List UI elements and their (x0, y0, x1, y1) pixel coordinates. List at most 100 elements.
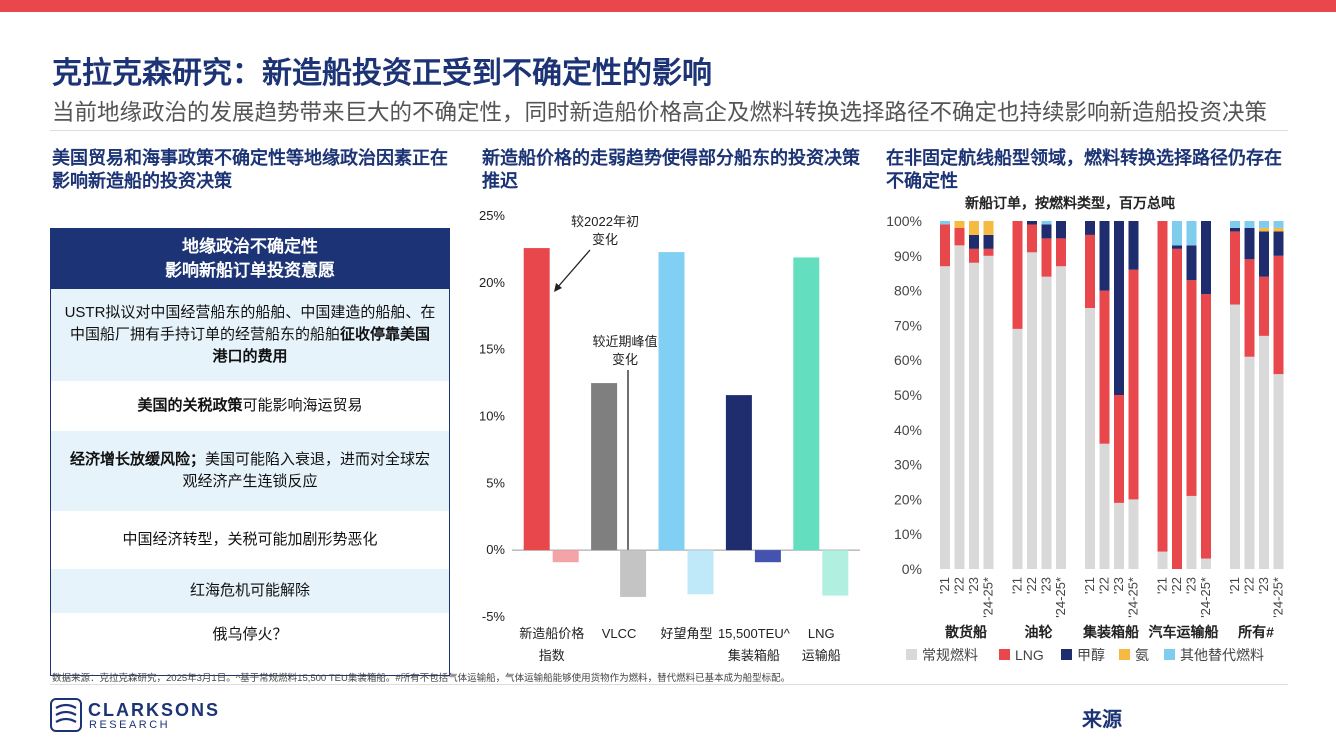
x-tick-label: '24-25* (1271, 577, 1286, 618)
bar-segment (1128, 269, 1139, 500)
x-tick-label: '21 (937, 577, 952, 594)
x-tick-line: LNG (808, 626, 835, 641)
bar-segment (1244, 259, 1255, 357)
annotation: 较近期峰值变化 (592, 334, 657, 367)
bar-segment (1085, 234, 1095, 308)
panel-title: 地缘政治不确定性 影响新船订单投资意愿 (51, 229, 449, 289)
x-tick-label: '22 (1169, 577, 1184, 594)
bar (591, 383, 618, 551)
row-segment: 美国的关税政策 (137, 397, 243, 414)
x-tick-label: '22 (952, 577, 967, 594)
x-tick-line: 运输船 (802, 648, 841, 663)
y-tick-label: 30% (894, 457, 922, 473)
panel-rows: USTR拟议对中国经营船东的船舶、中国建造的船舶、在中国船厂拥有手持订单的经营船… (51, 289, 449, 657)
bar-segment (1157, 221, 1168, 552)
group-label: 集装箱船 (1082, 624, 1139, 640)
x-tick-label: '23 (1039, 577, 1054, 594)
x-tick-label: 好望角型 (660, 626, 712, 641)
bar-segment (969, 221, 979, 235)
bar-segment (940, 224, 950, 267)
bar-segment (1128, 499, 1139, 569)
x-tick-label: '24-25* (1053, 577, 1068, 618)
bar-segment (1244, 356, 1255, 569)
row-segment: 俄乌停火？ (212, 626, 288, 643)
x-tick-line: 15,500TEU^ (718, 626, 791, 641)
legend-label: 常规燃料 (922, 647, 978, 663)
legend-swatch (1061, 649, 1072, 660)
row-text: USTR拟议对中国经营船东的船舶、中国建造的船舶、在中国船厂拥有手持订单的经营船… (63, 302, 437, 368)
row-text: 俄乌停火？ (212, 624, 287, 646)
bar-segment (1099, 443, 1110, 569)
panel-row: 中国经济转型，关税可能加剧形势恶化 (51, 511, 449, 569)
y-tick-label: 10% (479, 409, 505, 424)
bar-segment (1259, 276, 1269, 336)
x-tick-label: 新造船价格指数 (519, 626, 584, 663)
bar-segment (1230, 227, 1240, 232)
x-tick-label: '21 (1227, 577, 1242, 594)
x-tick-label: '23 (1111, 577, 1126, 594)
x-tick-label: '23 (1184, 577, 1199, 594)
bar (822, 550, 849, 596)
x-tick-label: '24-25* (981, 577, 996, 618)
x-tick-label: LNG 运输船 (802, 626, 841, 663)
annotation-line: 变化 (612, 352, 638, 367)
bar-segment (969, 234, 979, 249)
x-tick-label: '23 (966, 577, 981, 594)
bar-segment (1157, 551, 1168, 569)
bar-segment (1172, 245, 1182, 249)
bar (687, 550, 714, 595)
x-tick-label: 15,500TEU^ 集装箱船 (718, 626, 791, 663)
title: 克拉克森研究：新造船投资正受到不确定性的影响 (52, 57, 712, 90)
logo-name: CLARKSONS (88, 700, 221, 720)
source: 来源 (1082, 709, 1122, 731)
bar (552, 550, 579, 563)
y-tick-label: 0% (486, 542, 505, 557)
y-tick-label: 80% (894, 283, 922, 299)
legend-label: LNG (1015, 647, 1044, 663)
bar-segment (1172, 248, 1182, 569)
annotation: 较2022年初变化 (571, 214, 639, 247)
bar-segment (1027, 221, 1037, 225)
legend-swatch (1164, 649, 1175, 660)
column-heading: 在非固定航线船型领域，燃料转换选择路径仍存在不确定性 (886, 148, 1282, 191)
y-tick-label: 100% (886, 213, 922, 229)
panel-title-line: 地缘政治不确定性 (182, 237, 318, 256)
bar-segment (1273, 374, 1284, 569)
bar-segment (1201, 558, 1211, 569)
bar-segment (1259, 221, 1269, 228)
y-tick-label: 20% (894, 491, 922, 507)
column-heading: 新造船价格的走弱趋势使得部分船东的投资决策推迟 (482, 148, 860, 191)
row-segment: 红海危机可能解除 (189, 582, 310, 599)
x-tick-label: '21 (1082, 577, 1097, 594)
bar-segment (1085, 308, 1095, 569)
subtitle: 当前地缘政治的发展趋势带来巨大的不确定性，同时新造船价格高企及燃料转换选择路径不… (52, 100, 1268, 125)
bar-segment (940, 266, 950, 569)
bar-segment (1186, 221, 1197, 246)
bar-segment (983, 255, 994, 570)
bar-segment (1273, 221, 1284, 228)
legend-swatch (999, 649, 1010, 660)
y-tick-label: 40% (894, 422, 922, 438)
y-tick-label: 90% (894, 248, 922, 264)
bar-segment (983, 248, 994, 256)
x-tick-label: '24-25* (1126, 577, 1141, 618)
bar-segment (1056, 266, 1066, 569)
bar-segment (1114, 221, 1124, 395)
bar-segment (1273, 231, 1284, 256)
x-tick-label: '22 (1097, 577, 1112, 594)
bar-segment (1186, 495, 1197, 569)
bar-segment (1259, 335, 1269, 569)
bar-segment (1027, 224, 1037, 253)
separator (50, 130, 1288, 131)
y-tick-label: 50% (894, 387, 922, 403)
x-tick-label: '21 (1010, 577, 1025, 594)
bar-segment (1230, 304, 1240, 569)
arrow-head (554, 283, 562, 292)
panel-title-line: 影响新船订单投资意愿 (165, 261, 335, 280)
bar-segment (969, 262, 979, 569)
bar-segment (1186, 280, 1197, 496)
x-tick-line: 好望角型 (660, 626, 712, 641)
bar-segment (1244, 221, 1255, 228)
bar (754, 550, 781, 563)
